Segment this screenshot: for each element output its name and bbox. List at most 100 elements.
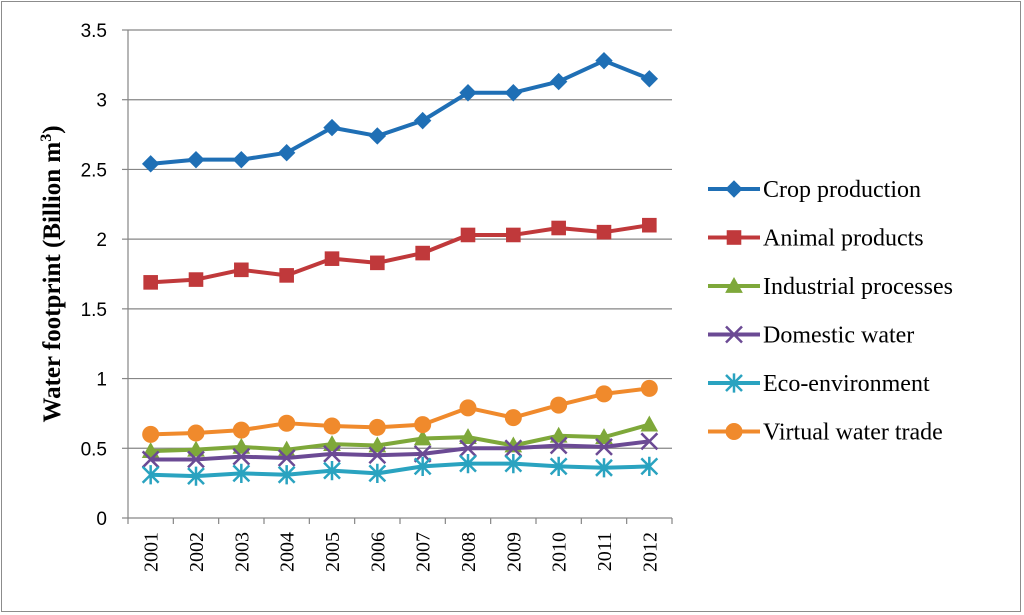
y-tick-label: 0 [96, 509, 107, 530]
series-eco-environment [141, 454, 659, 486]
x-tick-label: 2009 [503, 532, 525, 572]
data-point [506, 227, 521, 243]
x-tick-label: 2005 [322, 532, 344, 572]
data-point [187, 150, 205, 169]
data-point [323, 417, 341, 435]
data-point [323, 118, 341, 137]
data-point [368, 446, 387, 465]
data-point [370, 255, 385, 271]
legend-item: Virtual water trade [708, 420, 943, 446]
data-point [595, 438, 613, 456]
legend-label: Animal products [763, 226, 924, 252]
data-point [323, 460, 341, 481]
series-line [150, 422, 650, 454]
y-tick-label: 3 [96, 91, 107, 112]
legend-marker [726, 230, 742, 245]
data-point [551, 220, 566, 236]
data-point [642, 217, 657, 233]
data-point [232, 421, 250, 439]
legend-marker [725, 276, 743, 293]
data-point [459, 399, 477, 417]
data-point [232, 150, 251, 169]
data-point [459, 84, 477, 102]
series-line [150, 58, 651, 166]
legend-label: Eco-environment [763, 371, 930, 397]
y-axis-label-superscript: 3 [38, 134, 55, 142]
x-tick-label: 2004 [277, 532, 299, 572]
series-line [150, 223, 650, 285]
data-point [141, 450, 160, 469]
data-point [504, 409, 522, 427]
data-point [549, 72, 568, 91]
series [141, 51, 659, 486]
legend-label: Virtual water trade [763, 420, 943, 446]
data-point [640, 456, 659, 477]
legend-item: Crop production [708, 177, 921, 203]
data-point [595, 428, 613, 445]
y-tick-label: 2 [96, 230, 107, 251]
y-tick-label: 3.5 [81, 21, 107, 42]
data-point [413, 429, 432, 446]
y-axis-label: Water footprint (Billion m3) [38, 125, 66, 422]
data-point [141, 465, 160, 485]
data-point [640, 70, 659, 88]
data-point [459, 428, 477, 445]
data-point [368, 418, 386, 436]
data-point [277, 449, 296, 467]
legend-item: Animal products [708, 226, 924, 252]
data-point [640, 415, 659, 432]
x-tick-label: 2010 [549, 532, 571, 572]
data-point [414, 416, 432, 434]
y-tick-label: 0.5 [81, 439, 107, 460]
data-point [187, 440, 205, 457]
x-tick-labels: 2001 2002 2003 2004 2005 2006 2007 2008 2009 2010… [141, 532, 662, 572]
data-point [143, 275, 158, 290]
data-point [368, 127, 387, 145]
data-point [413, 444, 432, 463]
data-point [323, 435, 341, 452]
data-point [279, 268, 294, 283]
data-point [278, 414, 296, 432]
data-point [595, 51, 613, 70]
y-tick-label: 1 [96, 370, 107, 391]
data-point [460, 227, 476, 243]
data-point [596, 224, 612, 240]
series-domestic-water [141, 432, 659, 469]
x-tick-label: 2002 [186, 532, 208, 572]
data-point [504, 439, 523, 458]
legend: Crop production Animal products Industrial… [708, 177, 953, 446]
data-point [595, 385, 613, 403]
legend-marker [725, 423, 743, 440]
x-tick-label: 2006 [367, 532, 389, 572]
series-line [150, 439, 650, 462]
data-point [324, 251, 340, 266]
legend-label: Industrial processes [763, 274, 953, 300]
legend-item: Domestic water [708, 323, 914, 349]
data-point [550, 396, 568, 414]
series-virtual-water-trade [142, 379, 658, 443]
data-point [234, 262, 249, 278]
legend-marker [725, 180, 743, 198]
data-point [141, 155, 160, 173]
data-point [277, 143, 296, 162]
data-point [187, 450, 205, 469]
legend-item: Industrial processes [708, 274, 953, 300]
data-point [232, 447, 251, 466]
data-point [549, 426, 568, 443]
data-point [232, 437, 251, 454]
legend-item: Eco-environment [708, 371, 930, 397]
data-point [595, 458, 613, 478]
data-point [187, 466, 205, 486]
data-point [413, 111, 432, 130]
data-point [549, 436, 568, 455]
series-industrial-processes [141, 415, 659, 458]
data-point [413, 456, 432, 477]
data-point [368, 463, 387, 483]
data-point [459, 439, 477, 458]
data-point [504, 454, 523, 474]
series-crop-production [141, 51, 659, 173]
x-tick-label: 2011 [594, 532, 616, 571]
data-point [459, 454, 477, 474]
